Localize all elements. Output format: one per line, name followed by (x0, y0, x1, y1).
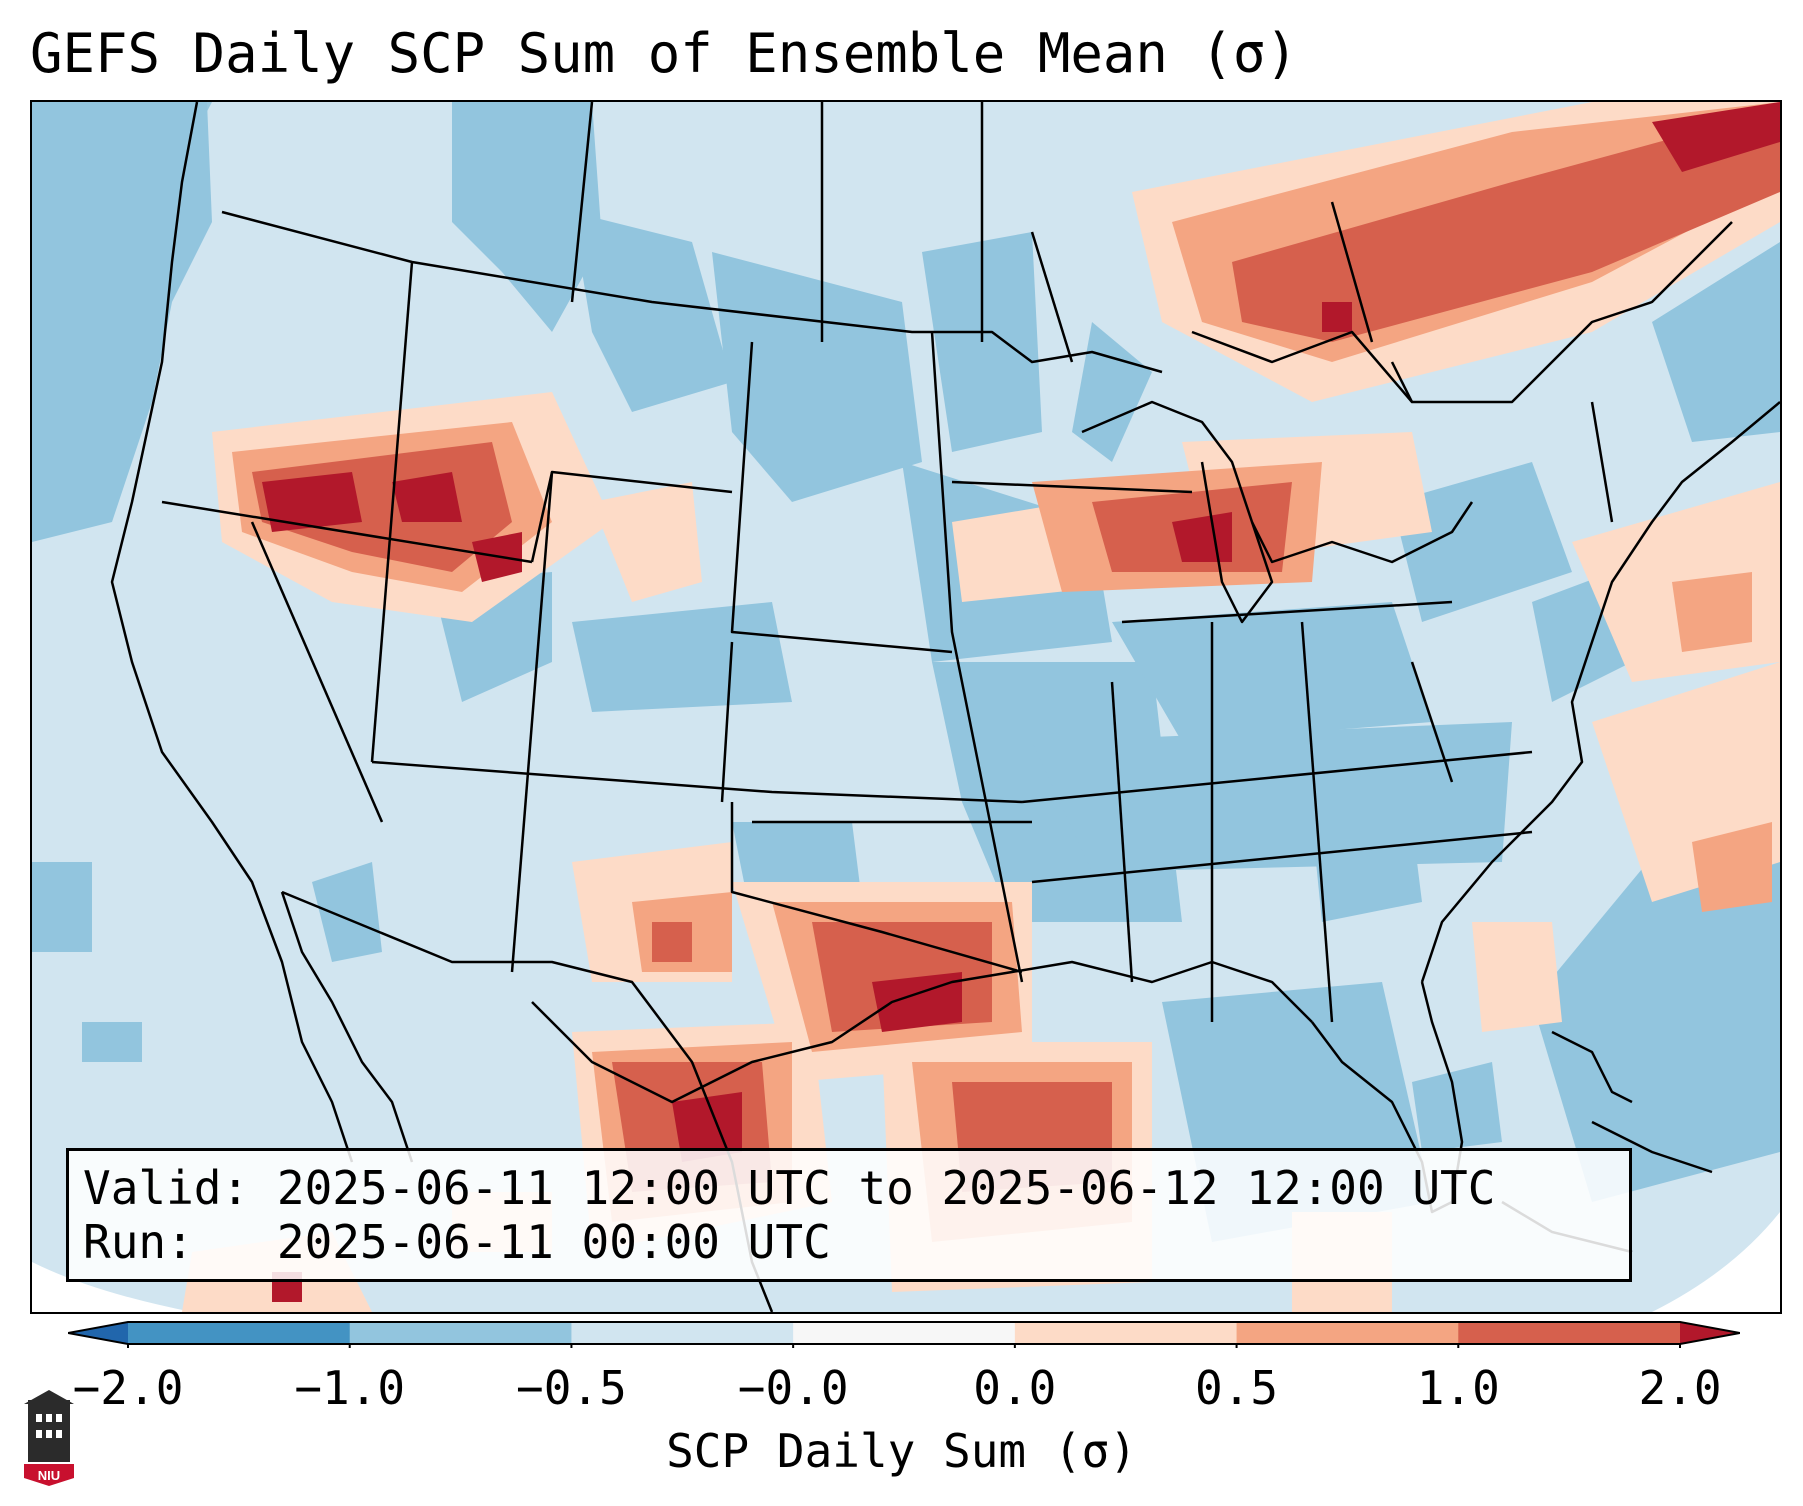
lake-michigan (1200, 461, 1274, 624)
state-line-18 (730, 802, 1023, 974)
east-coast (1420, 401, 1780, 983)
colorbar-extend-low (68, 1322, 128, 1344)
state-line-3 (370, 261, 414, 763)
canada-province-line (1330, 201, 1374, 343)
state-line-7 (371, 760, 1023, 804)
run-label: Run: (83, 1215, 194, 1269)
state-line-21 (1030, 231, 1074, 363)
colorbar-bin (1014, 1322, 1238, 1344)
state-line-10 (1021, 750, 1533, 804)
projection-corner-left (32, 1262, 192, 1312)
logo-shield (24, 1464, 74, 1486)
state-line-12 (1121, 600, 1453, 624)
great-lakes (1081, 400, 1474, 564)
colorbar-tick-label: 2.0 (1638, 1361, 1722, 1415)
state-line-8 (930, 331, 1024, 983)
canada-border-east (1191, 221, 1733, 404)
colorbar-bin (1236, 1322, 1459, 1344)
colorbar-tick-label: 0.5 (1195, 1361, 1279, 1415)
state-line-9 (951, 480, 1193, 494)
state-line-19 (1410, 661, 1454, 783)
map-panel (30, 100, 1782, 1314)
colorbar-outline (68, 1321, 1740, 1348)
logo-roof (24, 1390, 74, 1404)
state-line-14 (1300, 621, 1334, 1023)
colorbar-tick-label: −1.0 (294, 1361, 406, 1415)
colorbar-bin (128, 1322, 351, 1344)
colorbar-extend-high (1680, 1322, 1740, 1344)
colorbar-tick-label: −0.5 (516, 1361, 627, 1415)
colorbar-bin (793, 1322, 1016, 1344)
colorbar-tick-label: −2.0 (72, 1361, 184, 1415)
valid-value: 2025-06-11 12:00 UTC to 2025-06-12 12:00… (276, 1161, 1496, 1215)
state-line-22 (1390, 361, 1414, 403)
colorbar-tick-label: 0.0 (973, 1361, 1057, 1415)
state-line-11 (1031, 830, 1533, 884)
logo-windows (36, 1414, 62, 1438)
state-line-6 (510, 471, 554, 973)
state-line-2 (250, 521, 384, 823)
valid-label: Valid: (83, 1161, 250, 1215)
colorbar-bins (68, 1322, 1740, 1344)
state-line-25 (570, 102, 594, 303)
boundary-lines (110, 102, 1780, 1312)
colorbar-bin (349, 1322, 572, 1344)
state-line-5 (730, 341, 953, 654)
colorbar-tick-label: 1.0 (1416, 1361, 1500, 1415)
run-value: 2025-06-11 00:00 UTC (276, 1215, 831, 1269)
valid-run-info-box: Valid: 2025-06-11 12:00 UTC to 2025-06-1… (66, 1148, 1632, 1282)
colorbar-bin (1458, 1322, 1681, 1344)
state-line-16 (720, 641, 734, 803)
baja-peninsula (280, 891, 414, 1163)
projection-corner-right (1652, 1212, 1780, 1312)
state-line-15 (1110, 681, 1134, 983)
colorbar (68, 1321, 1740, 1348)
chart-title: GEFS Daily SCP Sum of Ensemble Mean (σ) (30, 22, 1298, 85)
logo-text: NIU (38, 1468, 60, 1483)
colorbar-label: SCP Daily Sum (σ) (666, 1424, 1137, 1478)
positive-anomaly-max (262, 102, 1780, 1302)
colorbar-tick-label: −0.0 (737, 1361, 849, 1415)
niu-logo: NIU (24, 1390, 74, 1486)
west-coast (110, 102, 354, 1163)
state-line-20 (1590, 401, 1614, 523)
map-canvas (32, 102, 1780, 1312)
canada-border (221, 210, 1163, 374)
colorbar-bin (571, 1322, 794, 1344)
state-line-1 (161, 500, 533, 564)
